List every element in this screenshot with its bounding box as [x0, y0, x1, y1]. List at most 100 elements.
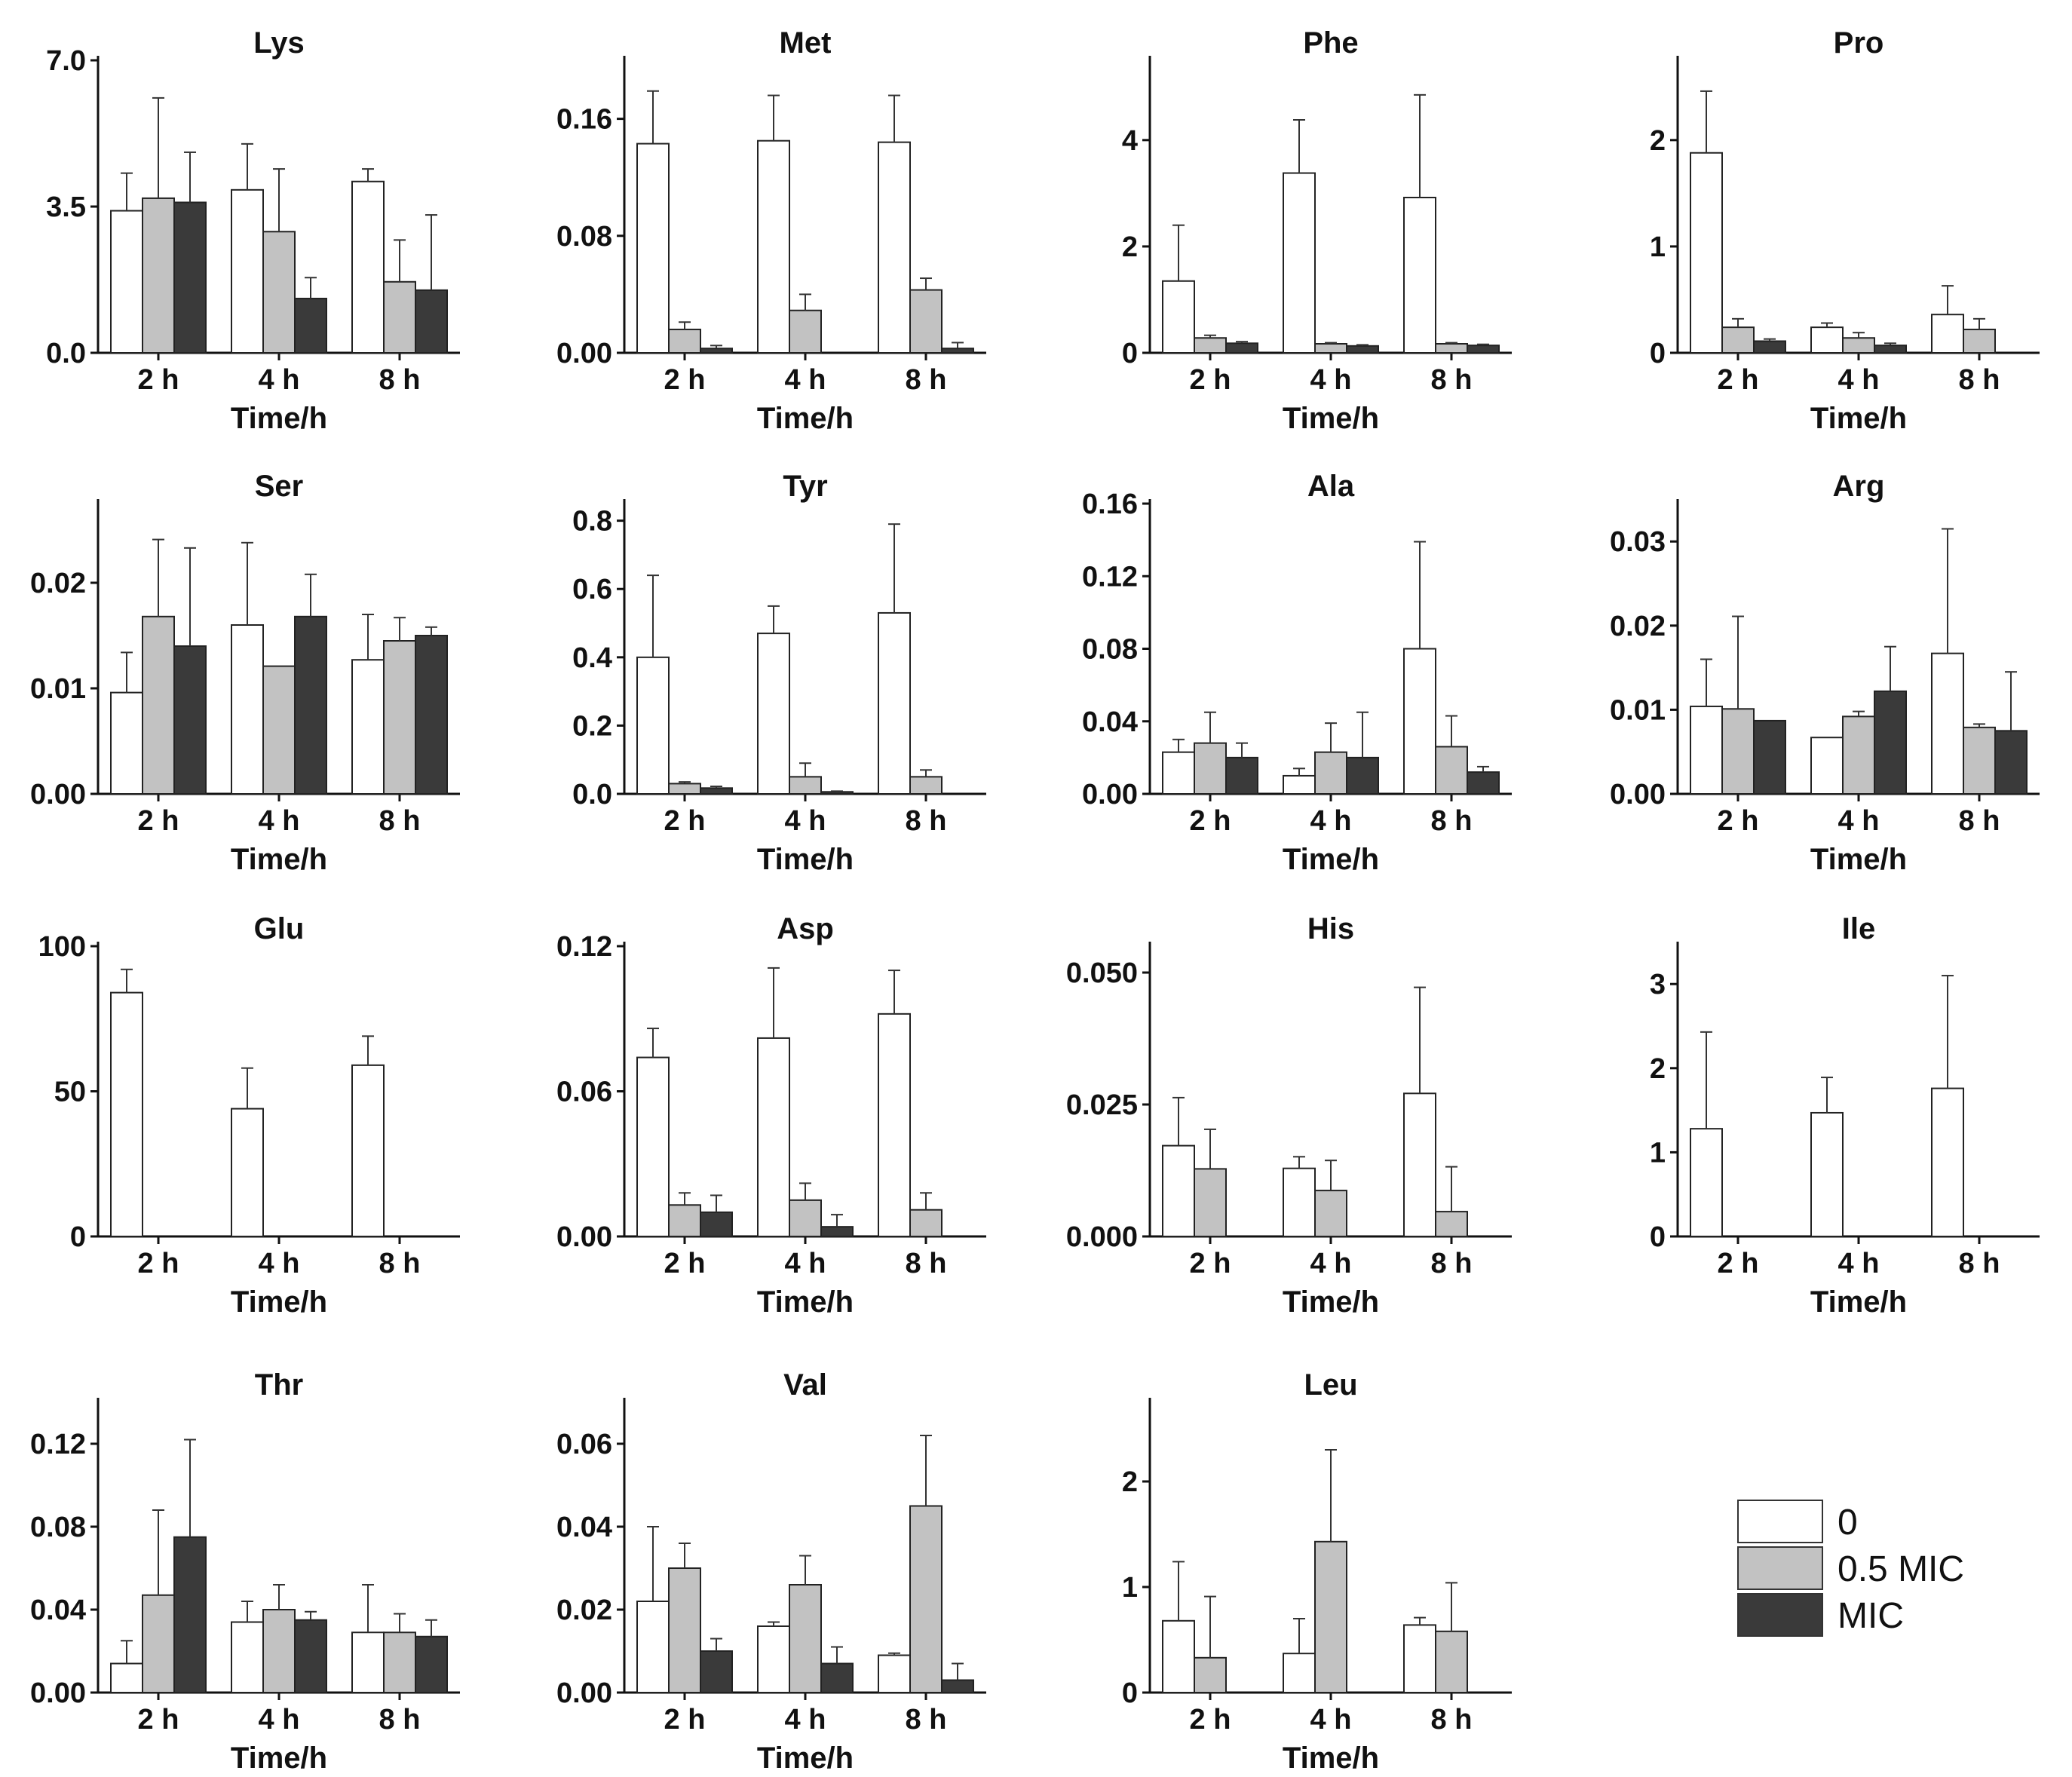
y-tick-label: 0.02 — [30, 568, 86, 599]
bar-thr-mic-4-h — [294, 1619, 327, 1693]
bar-arg-0-4-h — [1810, 737, 1844, 795]
chart-title: Leu — [1304, 1368, 1357, 1402]
x-tick-label: 8 h — [1431, 1704, 1473, 1736]
bar-thr-0-8-h — [351, 1631, 385, 1693]
bar-val-0-2-h — [636, 1601, 670, 1693]
y-tick-label: 0.00 — [1610, 779, 1666, 810]
y-tick-label: 0 — [1650, 1221, 1666, 1253]
bar-pro-0-5-mic-2-h — [1721, 326, 1755, 354]
bar-met-0-5-mic-2-h — [668, 328, 701, 354]
bar-thr-mic-8-h — [415, 1635, 448, 1693]
x-tick-label: 4 h — [259, 1704, 300, 1736]
bar-leu-0-5-mic-8-h — [1435, 1630, 1468, 1694]
bar-asp-0-5-mic-4-h — [789, 1199, 822, 1237]
bar-ala-0-8-h — [1403, 648, 1436, 795]
bar-lys-mic-8-h — [415, 289, 448, 354]
bar-arg-0-8-h — [1931, 652, 1964, 795]
chart-ile: Ile 0 1 2 3 2 h 4 h 8 h Time/h — [1650, 912, 2040, 1319]
x-tick-label: 2 h — [664, 1704, 706, 1736]
chart-title: Lys — [253, 26, 304, 60]
y-tick-label: 0 — [1122, 1677, 1138, 1709]
chart-title: Thr — [255, 1368, 303, 1402]
bar-his-0-5-mic-8-h — [1435, 1211, 1468, 1237]
bar-met-mic-8-h — [941, 348, 974, 354]
legend-label: 0 — [1838, 1503, 1858, 1543]
x-tick-label: 4 h — [1310, 1704, 1352, 1736]
bar-ser-0-5-mic-8-h — [383, 640, 416, 795]
bar-glu-0-2-h — [110, 991, 143, 1237]
bar-asp-0-5-mic-2-h — [668, 1204, 701, 1237]
bar-asp-0-4-h — [757, 1037, 790, 1237]
y-tick-label: 3.5 — [46, 191, 86, 223]
chart-tyr: Tyr 0.0 0.2 0.4 0.6 0.8 2 h 4 h 8 h Time/h — [572, 470, 986, 876]
y-tick-label: 0.2 — [572, 710, 612, 742]
y-tick-label: 0.06 — [556, 1077, 612, 1108]
bar-met-0-4-h — [757, 139, 790, 354]
x-axis-label: Time/h — [231, 402, 327, 435]
bar-pro-mic-4-h — [1874, 345, 1907, 354]
bar-ile-0-4-h — [1810, 1111, 1844, 1238]
bar-asp-0-8-h — [878, 1013, 911, 1238]
bar-tyr-0-5-mic-2-h — [668, 783, 701, 795]
bar-ala-mic-2-h — [1225, 756, 1258, 795]
x-tick-label: 8 h — [1959, 364, 2000, 396]
bar-met-0-5-mic-4-h — [789, 309, 822, 354]
bar-ala-0-4-h — [1283, 774, 1316, 795]
chart-title: Phe — [1303, 26, 1358, 60]
legend: 0 0.5 MIC MIC — [1737, 1500, 1964, 1637]
bar-asp-0-5-mic-8-h — [909, 1209, 943, 1238]
x-tick-label: 4 h — [259, 364, 300, 396]
bar-lys-0-5-mic-8-h — [383, 280, 416, 354]
bar-ala-0-2-h — [1162, 751, 1195, 795]
bar-asp-mic-4-h — [820, 1226, 854, 1237]
y-tick-label: 0.12 — [30, 1429, 86, 1460]
y-tick-label: 0.12 — [556, 931, 612, 963]
y-tick-label: 0.4 — [572, 642, 612, 674]
bar-ser-mic-2-h — [173, 645, 207, 795]
x-tick-label: 8 h — [1431, 805, 1473, 837]
y-tick-label: 0.01 — [1610, 694, 1666, 726]
chart-thr: Thr 0.00 0.04 0.08 0.12 2 h 4 h 8 h Time/h — [30, 1368, 460, 1775]
bar-ser-0-8-h — [351, 659, 385, 795]
bar-tyr-0-4-h — [757, 633, 790, 795]
legend-swatch-0-5-mic — [1737, 1546, 1823, 1590]
chart-glu: Glu 0 50 100 2 h 4 h 8 h Time/h — [38, 912, 460, 1319]
bar-thr-0-2-h — [110, 1662, 143, 1693]
bar-val-mic-4-h — [820, 1662, 854, 1693]
x-tick-label: 2 h — [1190, 1248, 1231, 1279]
chart-title: Arg — [1833, 470, 1885, 503]
x-axis-label: Time/h — [1810, 402, 1907, 435]
y-tick-label: 1 — [1122, 1572, 1138, 1604]
y-tick-label: 0.00 — [1082, 779, 1138, 810]
y-tick-label: 0.16 — [556, 104, 612, 136]
bar-lys-mic-4-h — [294, 297, 327, 354]
y-tick-label: 0.08 — [1082, 634, 1138, 666]
bar-met-mic-2-h — [700, 348, 733, 354]
bar-phe-0-5-mic-2-h — [1194, 337, 1227, 354]
bar-phe-mic-4-h — [1346, 345, 1379, 354]
chart-title: Ile — [1842, 912, 1875, 945]
bar-phe-0-5-mic-4-h — [1314, 343, 1347, 354]
bar-lys-0-2-h — [110, 210, 143, 354]
chart-title: Pro — [1834, 26, 1884, 60]
y-tick-label: 3 — [1650, 969, 1666, 1000]
chart-title: His — [1307, 912, 1354, 945]
bar-ser-mic-8-h — [415, 635, 448, 795]
legend-swatch-0 — [1737, 1500, 1823, 1543]
bar-val-mic-2-h — [700, 1650, 733, 1693]
x-tick-label: 4 h — [785, 805, 826, 837]
y-tick-label: 0.000 — [1066, 1221, 1138, 1253]
bar-arg-mic-8-h — [1994, 730, 2028, 795]
y-tick-label: 0.02 — [556, 1595, 612, 1626]
x-axis-label: Time/h — [1283, 843, 1379, 876]
chart-met: Met 0.00 0.08 0.16 2 h 4 h 8 h Time/h — [556, 26, 986, 435]
bar-leu-0-2-h — [1162, 1619, 1195, 1694]
x-tick-label: 2 h — [664, 805, 706, 837]
x-axis-label: Time/h — [231, 843, 327, 876]
chart-phe: Phe 0 2 4 2 h 4 h 8 h Time/h — [1122, 26, 1512, 435]
bar-arg-mic-4-h — [1874, 690, 1907, 795]
y-tick-label: 0.12 — [1082, 561, 1138, 593]
bar-tyr-mic-4-h — [820, 791, 854, 795]
y-tick-label: 0.0 — [572, 779, 612, 810]
y-tick-label: 0.08 — [30, 1512, 86, 1543]
